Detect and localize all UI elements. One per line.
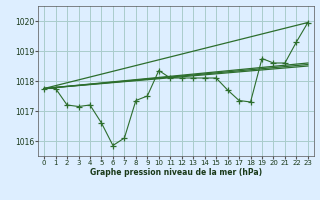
X-axis label: Graphe pression niveau de la mer (hPa): Graphe pression niveau de la mer (hPa) (90, 168, 262, 177)
